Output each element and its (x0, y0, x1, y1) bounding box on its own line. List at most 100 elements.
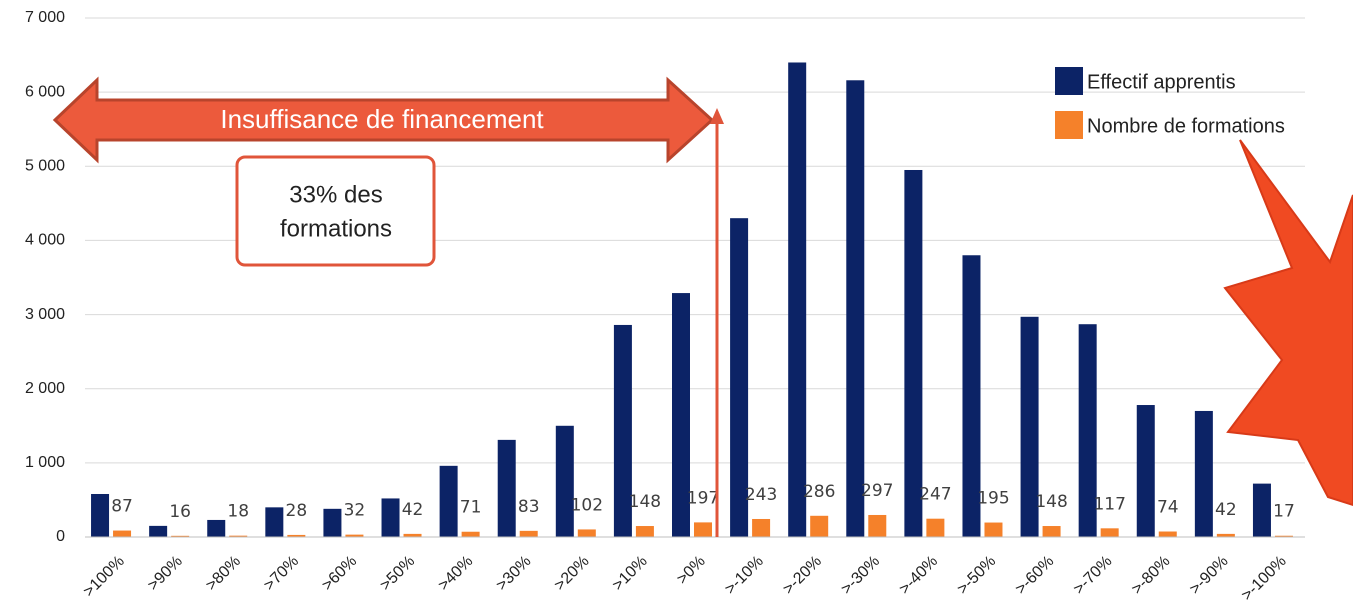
x-tick-label: >-90% (1187, 553, 1232, 598)
bar (519, 530, 538, 537)
x-tick-label: >10% (609, 553, 650, 594)
bar (868, 514, 887, 537)
data-label: 102 (571, 495, 603, 515)
x-tick-label: >30% (493, 553, 534, 594)
bar (171, 535, 190, 537)
annotations: Insuffisance de financement 33% des form… (52, 76, 1353, 537)
x-tick-label: >80% (203, 553, 244, 594)
x-tick-label: >-10% (722, 553, 767, 598)
legend-swatch (1055, 111, 1083, 139)
bar (1042, 526, 1061, 537)
data-label: 247 (919, 485, 951, 505)
data-label: 32 (344, 501, 366, 521)
bar (323, 508, 342, 537)
data-label: 195 (977, 489, 1009, 509)
data-label: 197 (687, 488, 719, 508)
bar (345, 534, 364, 537)
data-label: 243 (745, 485, 777, 505)
legend-swatch (1055, 67, 1083, 95)
y-tick-label: 1 000 (25, 454, 65, 471)
arrow-head (710, 108, 724, 124)
bar (788, 62, 807, 537)
bar (635, 526, 654, 537)
y-tick-label: 6 000 (25, 83, 65, 100)
bar (1078, 324, 1097, 537)
x-tick-label: >60% (319, 553, 360, 594)
data-label: 87 (111, 497, 133, 517)
bar (497, 439, 516, 537)
x-tick-label: >-60% (1012, 553, 1057, 598)
x-tick-label: >100% (80, 553, 128, 601)
bar (752, 518, 771, 537)
bar (1136, 405, 1155, 537)
x-tick-label: >90% (145, 553, 186, 594)
bar (91, 493, 110, 537)
y-tick-label: 0 (56, 528, 65, 545)
x-tick-label: >20% (551, 553, 592, 594)
bar (1194, 410, 1213, 537)
data-label: 286 (803, 482, 835, 502)
y-tick-label: 3 000 (25, 306, 65, 323)
data-label: 117 (1093, 494, 1125, 514)
bar (265, 507, 284, 537)
y-tick-label: 5 000 (25, 158, 65, 175)
x-tick-label: >-40% (896, 553, 941, 598)
bar (904, 169, 923, 537)
x-tick-label: >-50% (954, 553, 999, 598)
bar (229, 535, 248, 537)
data-label: 83 (518, 497, 540, 517)
bar (1100, 528, 1119, 537)
x-tick-label: >-20% (780, 553, 825, 598)
bar (113, 530, 132, 537)
bar (810, 515, 829, 537)
bar (381, 498, 400, 537)
bar (846, 80, 865, 537)
x-tick-label: >-80% (1129, 553, 1174, 598)
legend-label: Effectif apprentis (1087, 71, 1236, 93)
bar (1216, 533, 1235, 537)
bar (694, 522, 712, 537)
data-label: 42 (1215, 500, 1237, 520)
bar (1252, 483, 1271, 537)
x-tick-label: >0% (674, 553, 709, 588)
y-tick-label: 4 000 (25, 232, 65, 249)
data-label: 42 (402, 500, 424, 520)
x-tick-label: >50% (377, 553, 418, 594)
bar (962, 255, 981, 537)
data-label: 74 (1157, 498, 1179, 518)
data-label: 16 (169, 502, 191, 522)
x-tick-label: >-70% (1070, 553, 1115, 598)
data-label: 71 (460, 498, 482, 518)
bar (577, 529, 596, 537)
x-tick-label: >40% (435, 553, 476, 594)
callout-text: 33% des (289, 181, 382, 208)
data-label: 17 (1273, 502, 1295, 522)
bar (1274, 535, 1293, 537)
bar (926, 518, 945, 537)
bar (207, 519, 226, 537)
data-label: 18 (227, 502, 249, 522)
callout-box (235, 155, 436, 267)
legend-label: Nombre de formations (1087, 115, 1285, 137)
data-label: 148 (1035, 492, 1067, 512)
y-tick-label: 2 000 (25, 380, 65, 397)
legend: Effectif apprentis Nombre de formations (1055, 67, 1285, 139)
bars: 87 16 18 28 32 42 71 83 102 148 197 243 286 297 247 195… (91, 62, 1295, 537)
x-tick-label: >70% (261, 553, 302, 594)
data-label: 297 (861, 481, 893, 501)
arrow-label: Insuffisance de financement (220, 104, 544, 134)
data-label: 28 (286, 501, 308, 521)
starburst (1223, 139, 1353, 507)
bar (672, 293, 690, 537)
bar (730, 218, 749, 537)
bar (461, 531, 480, 537)
bar (613, 324, 632, 537)
callout-text: formations (280, 215, 392, 242)
bar (439, 465, 458, 537)
bar (1158, 531, 1177, 537)
bar (555, 425, 574, 537)
y-tick-label: 7 000 (25, 9, 65, 26)
bar (403, 533, 422, 537)
x-tick-label: >-100% (1238, 553, 1289, 604)
